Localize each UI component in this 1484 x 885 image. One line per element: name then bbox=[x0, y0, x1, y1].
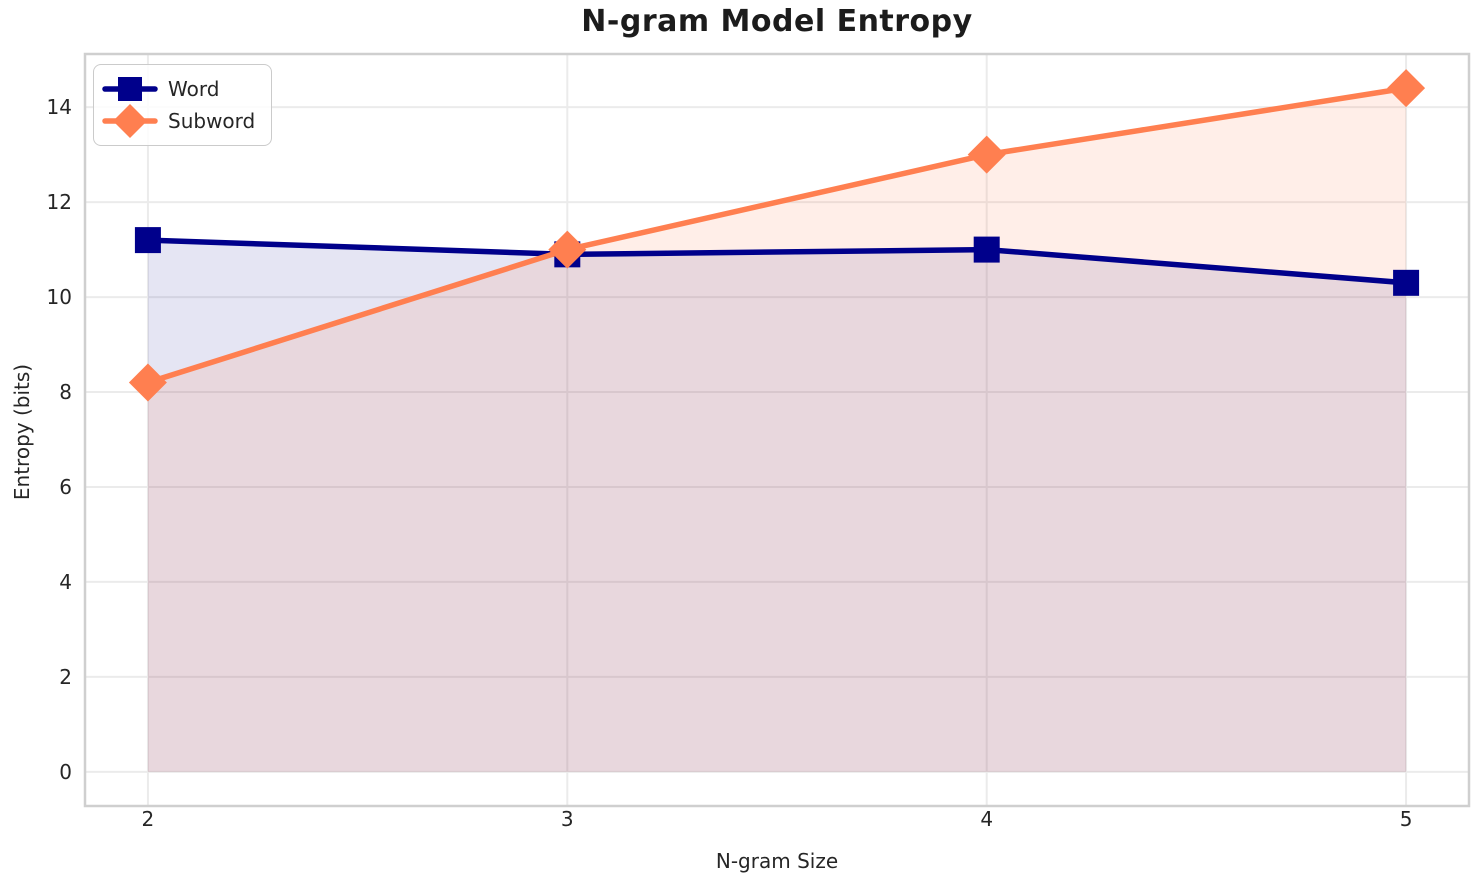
word-area-fill bbox=[147, 240, 1407, 772]
legend-label-word: Word bbox=[168, 77, 220, 101]
chart-title: N-gram Model Entropy bbox=[581, 4, 973, 39]
subword-marker bbox=[548, 230, 587, 269]
word-marker bbox=[973, 236, 1000, 263]
word-marker bbox=[134, 227, 161, 254]
y-tick-label: 2 bbox=[59, 665, 72, 689]
subword-marker bbox=[1387, 69, 1426, 108]
y-tick-label: 14 bbox=[47, 95, 72, 119]
y-tick-label: 10 bbox=[47, 285, 72, 309]
legend-item-subword: Subword bbox=[102, 104, 256, 138]
legend-item-word: Word bbox=[102, 73, 255, 105]
y-tick-label: 4 bbox=[59, 570, 72, 594]
word-marker bbox=[1393, 269, 1420, 296]
word-legend-marker-icon bbox=[102, 77, 158, 101]
x-tick-label: 3 bbox=[561, 807, 574, 831]
legend-label-subword: Subword bbox=[168, 109, 256, 133]
x-tick-label: 4 bbox=[980, 807, 993, 831]
word-line bbox=[145, 237, 1409, 286]
x-tick-label: 2 bbox=[142, 807, 155, 831]
y-axis-label: Entropy (bits) bbox=[10, 363, 34, 501]
x-tick-label: 5 bbox=[1400, 807, 1413, 831]
subword-marker bbox=[128, 363, 167, 402]
y-tick-label: 12 bbox=[47, 190, 72, 214]
subword-area-fill bbox=[147, 88, 1407, 772]
subword-line bbox=[145, 85, 1409, 386]
subword-marker bbox=[967, 135, 1006, 174]
legend: Word Subword bbox=[93, 64, 273, 146]
x-axis-label: N-gram Size bbox=[715, 849, 839, 873]
y-tick-label: 6 bbox=[59, 475, 72, 499]
y-tick-label: 8 bbox=[59, 380, 72, 404]
subword-legend-marker-icon bbox=[102, 104, 158, 138]
y-tick-label: 0 bbox=[59, 760, 72, 784]
plot-border bbox=[83, 52, 1471, 808]
